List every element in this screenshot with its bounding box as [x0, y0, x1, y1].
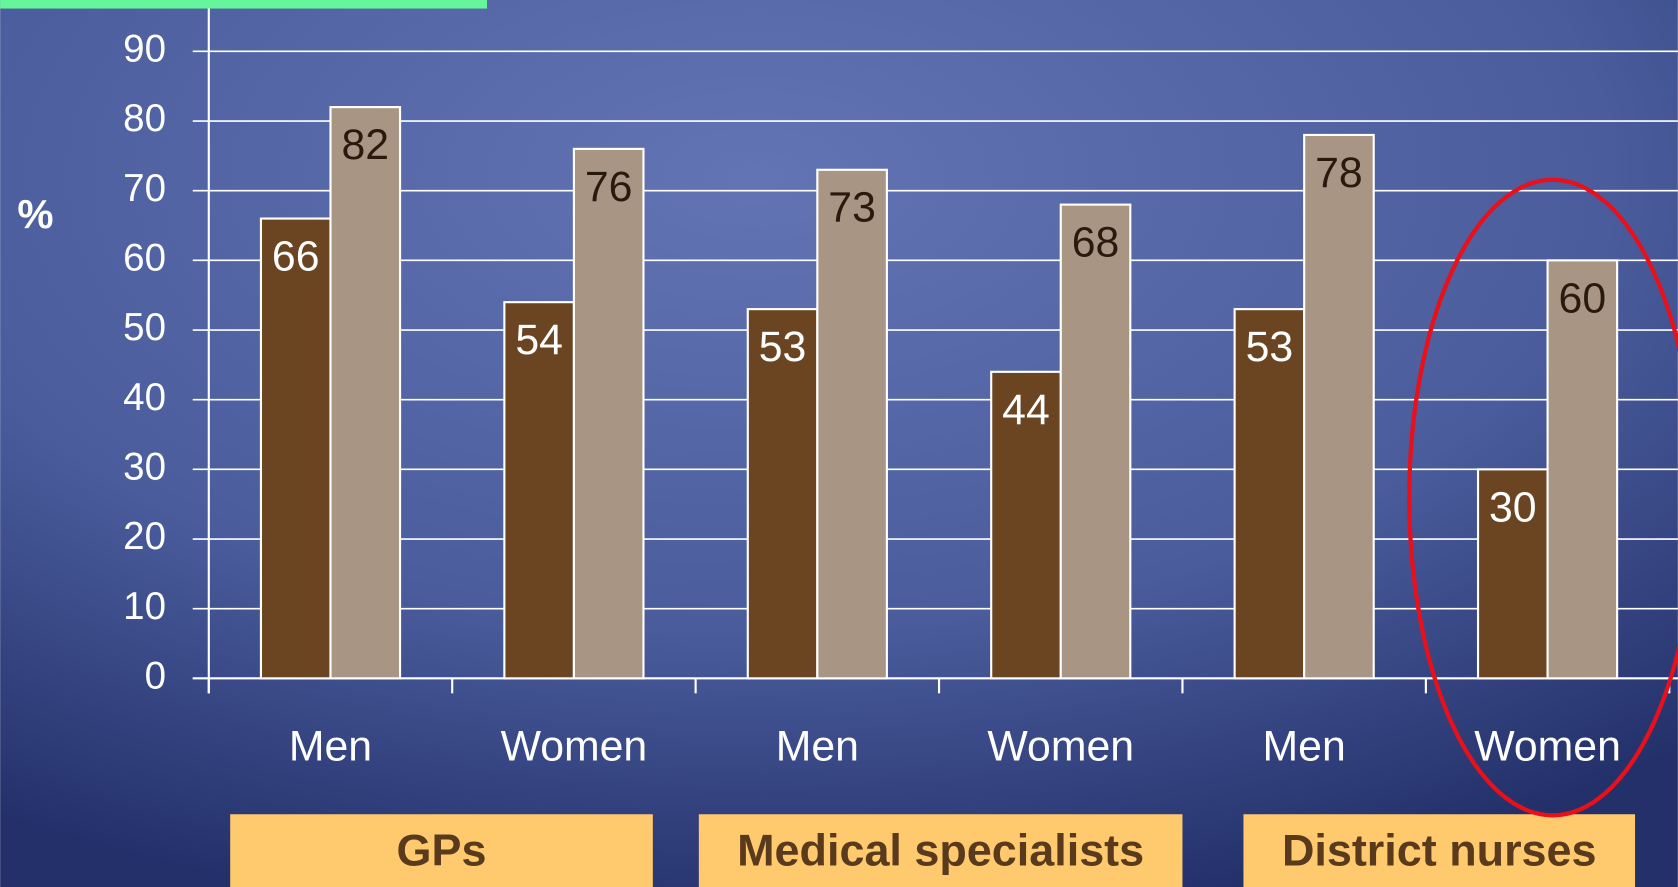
y-tick-label: 40 — [123, 376, 166, 419]
data-label: 66 — [272, 233, 320, 281]
data-label: 76 — [585, 163, 633, 211]
data-label: 60 — [1559, 274, 1607, 322]
x-tick-label: Men — [289, 722, 372, 770]
bar — [1303, 133, 1375, 680]
bar — [259, 217, 332, 680]
group-label: GPs — [397, 825, 487, 876]
bar — [746, 308, 819, 680]
x-tick-label: Men — [1263, 722, 1346, 770]
x-tick-label: Women — [987, 722, 1134, 770]
bar — [990, 370, 1062, 680]
y-tick-label: 70 — [123, 167, 166, 210]
y-tick-label: 90 — [123, 28, 166, 71]
bar — [816, 168, 888, 680]
y-tick-label: 60 — [123, 237, 166, 280]
data-label: 44 — [1002, 386, 1050, 434]
plot: 0 10 20 30 40 50 60 70 80 90 Men 66 82 Women 54 76 Men 53… — [123, 8, 1678, 887]
group-label: Medical specialists — [737, 825, 1144, 876]
x-tick-label: Men — [776, 722, 859, 770]
bar — [572, 147, 645, 680]
y-tick-label: 10 — [123, 585, 166, 628]
group-box — [230, 814, 653, 887]
group-box — [698, 814, 1183, 887]
y-tick-label: 20 — [123, 515, 166, 558]
data-label: 53 — [1246, 323, 1294, 371]
highlight-ellipse — [1407, 177, 1678, 818]
x-tick-label: Women — [1474, 722, 1621, 770]
accent-bar — [0, 0, 487, 9]
bar — [503, 301, 575, 680]
group-label: District nurses — [1282, 825, 1597, 876]
y-axis-label: % — [17, 191, 53, 237]
bar — [1059, 203, 1132, 680]
group-box — [1243, 814, 1636, 887]
data-label: 54 — [515, 316, 563, 364]
bar — [1233, 308, 1306, 680]
data-label: 30 — [1489, 483, 1537, 531]
bar — [1476, 468, 1549, 680]
data-label: 78 — [1315, 149, 1363, 197]
y-tick-label: 80 — [123, 97, 166, 140]
data-label: 73 — [828, 184, 876, 232]
bar — [1546, 259, 1619, 680]
y-tick-label: 50 — [123, 306, 166, 349]
bar — [329, 106, 402, 680]
data-label: 82 — [341, 121, 389, 169]
data-label: 68 — [1072, 219, 1120, 267]
y-tick-label: 0 — [145, 655, 166, 698]
y-tick-label: 30 — [123, 446, 166, 489]
x-tick-label: Women — [501, 722, 648, 770]
data-label: 53 — [759, 323, 807, 371]
